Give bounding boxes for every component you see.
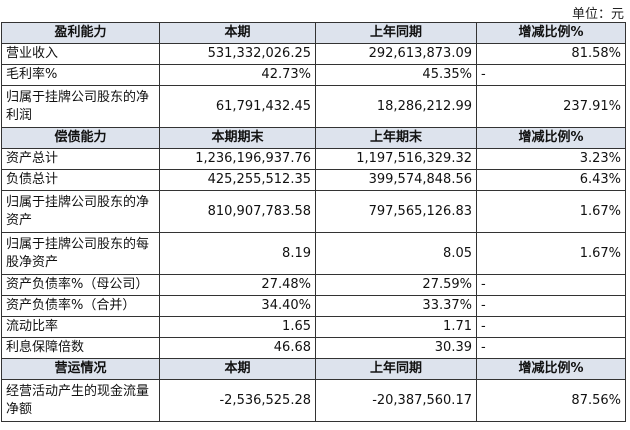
prior-value: 1,197,516,329.32 [315, 148, 477, 170]
header-cell: 本期期末 [159, 127, 316, 149]
header-cell: 盈利能力 [1, 22, 160, 44]
header-cell: 上年期末 [315, 127, 477, 149]
header-cell: 营运情况 [1, 358, 160, 380]
change-value: - [476, 274, 626, 296]
header-cell: 本期 [159, 22, 316, 44]
change-value: 6.43% [476, 169, 626, 191]
current-value: 1.65 [159, 316, 316, 338]
row-label: 资产总计 [1, 148, 160, 170]
row-label: 资产负债率%（合并） [1, 295, 160, 317]
financial-indicators-table: 盈利能力 本期 上年同期 增减比例% 营业收入 531,332,026.25 2… [1, 22, 626, 422]
row-label: 经营活动产生的现金流量净额 [1, 379, 160, 422]
prior-value: 797,565,126.83 [315, 190, 477, 233]
header-cell: 偿债能力 [1, 127, 160, 149]
change-value: - [476, 337, 626, 359]
prior-value: 45.35% [315, 64, 477, 86]
prior-value: 18,286,212.99 [315, 85, 477, 128]
row-label: 负债总计 [1, 169, 160, 191]
table-row: 毛利率% 42.73% 45.35% - [1, 64, 626, 86]
change-value: 87.56% [476, 379, 626, 422]
section-header-profitability: 盈利能力 本期 上年同期 增减比例% [1, 22, 626, 44]
section-header-operations: 营运情况 本期 上年同期 增减比例% [1, 358, 626, 380]
current-value: 810,907,783.58 [159, 190, 316, 233]
table-row: 归属于挂牌公司股东的每股净资产 8.19 8.05 1.67% [1, 232, 626, 275]
table-row: 资产负债率%（母公司） 27.48% 27.59% - [1, 274, 626, 296]
change-value: 1.67% [476, 190, 626, 233]
unit-label: 单位：元 [571, 7, 624, 22]
row-label: 归属于挂牌公司股东的净利润 [1, 85, 160, 128]
change-value: 1.67% [476, 232, 626, 275]
row-label: 资产负债率%（母公司） [1, 274, 160, 296]
current-value: 27.48% [159, 274, 316, 296]
change-value: - [476, 295, 626, 317]
row-label: 毛利率% [1, 64, 160, 86]
row-label: 流动比率 [1, 316, 160, 338]
prior-value: 1.71 [315, 316, 477, 338]
table-row: 资产负债率%（合并） 34.40% 33.37% - [1, 295, 626, 317]
change-value: - [476, 64, 626, 86]
current-value: 1,236,196,937.76 [159, 148, 316, 170]
prior-value: 8.05 [315, 232, 477, 275]
row-label: 营业收入 [1, 43, 160, 65]
header-cell: 增减比例% [476, 358, 626, 380]
section-header-solvency: 偿债能力 本期期末 上年期末 增减比例% [1, 127, 626, 149]
table-row: 负债总计 425,255,512.35 399,574,848.56 6.43% [1, 169, 626, 191]
prior-value: 27.59% [315, 274, 477, 296]
header-cell: 增减比例% [476, 127, 626, 149]
row-label: 利息保障倍数 [1, 337, 160, 359]
header-cell: 上年同期 [315, 22, 477, 44]
header-cell: 本期 [159, 358, 316, 380]
prior-value: -20,387,560.17 [315, 379, 477, 422]
table-row: 经营活动产生的现金流量净额 -2,536,525.28 -20,387,560.… [1, 379, 626, 422]
change-value: 3.23% [476, 148, 626, 170]
table-row: 流动比率 1.65 1.71 - [1, 316, 626, 338]
row-label: 归属于挂牌公司股东的每股净资产 [1, 232, 160, 275]
prior-value: 292,613,873.09 [315, 43, 477, 65]
prior-value: 399,574,848.56 [315, 169, 477, 191]
current-value: 8.19 [159, 232, 316, 275]
table-row: 归属于挂牌公司股东的净利润 61,791,432.45 18,286,212.9… [1, 85, 626, 128]
table-row: 归属于挂牌公司股东的净资产 810,907,783.58 797,565,126… [1, 190, 626, 233]
prior-value: 30.39 [315, 337, 477, 359]
current-value: 531,332,026.25 [159, 43, 316, 65]
prior-value: 33.37% [315, 295, 477, 317]
table-row: 营业收入 531,332,026.25 292,613,873.09 81.58… [1, 43, 626, 65]
row-label: 归属于挂牌公司股东的净资产 [1, 190, 160, 233]
current-value: 425,255,512.35 [159, 169, 316, 191]
header-cell: 上年同期 [315, 358, 477, 380]
current-value: -2,536,525.28 [159, 379, 316, 422]
current-value: 34.40% [159, 295, 316, 317]
table-row: 利息保障倍数 46.68 30.39 - [1, 337, 626, 359]
current-value: 61,791,432.45 [159, 85, 316, 128]
change-value: 237.91% [476, 85, 626, 128]
table-row: 资产总计 1,236,196,937.76 1,197,516,329.32 3… [1, 148, 626, 170]
current-value: 46.68 [159, 337, 316, 359]
current-value: 42.73% [159, 64, 316, 86]
change-value: 81.58% [476, 43, 626, 65]
change-value: - [476, 316, 626, 338]
header-cell: 增减比例% [476, 22, 626, 44]
